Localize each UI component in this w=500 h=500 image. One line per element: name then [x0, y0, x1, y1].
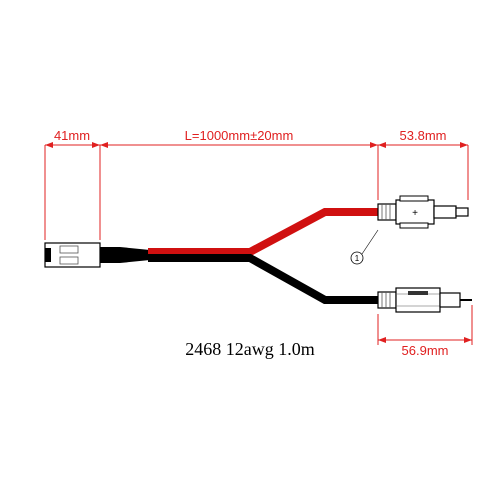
diagram-caption: 2468 12awg 1.0m: [185, 339, 315, 359]
dim-label-top-right: 53.8mm: [400, 128, 447, 143]
dim-label-bottom-right: 56.9mm: [402, 343, 449, 358]
wires: [148, 212, 380, 300]
svg-text:1: 1: [355, 254, 360, 263]
black-wire: [148, 258, 380, 300]
svg-text:+: +: [412, 208, 418, 219]
left-connector: [45, 243, 150, 267]
red-wire: [148, 212, 380, 252]
dim-label-left: 41mm: [54, 128, 90, 143]
dimension-bottom-right: 56.9mm: [378, 305, 472, 358]
dim-label-cable: L=1000mm±20mm: [185, 128, 294, 143]
cable-diagram: 41mm L=1000mm±20mm 53.8mm: [0, 0, 500, 500]
bottom-right-connector: [378, 288, 472, 312]
top-right-connector: +: [378, 196, 468, 228]
callout-1: 1: [351, 230, 378, 264]
